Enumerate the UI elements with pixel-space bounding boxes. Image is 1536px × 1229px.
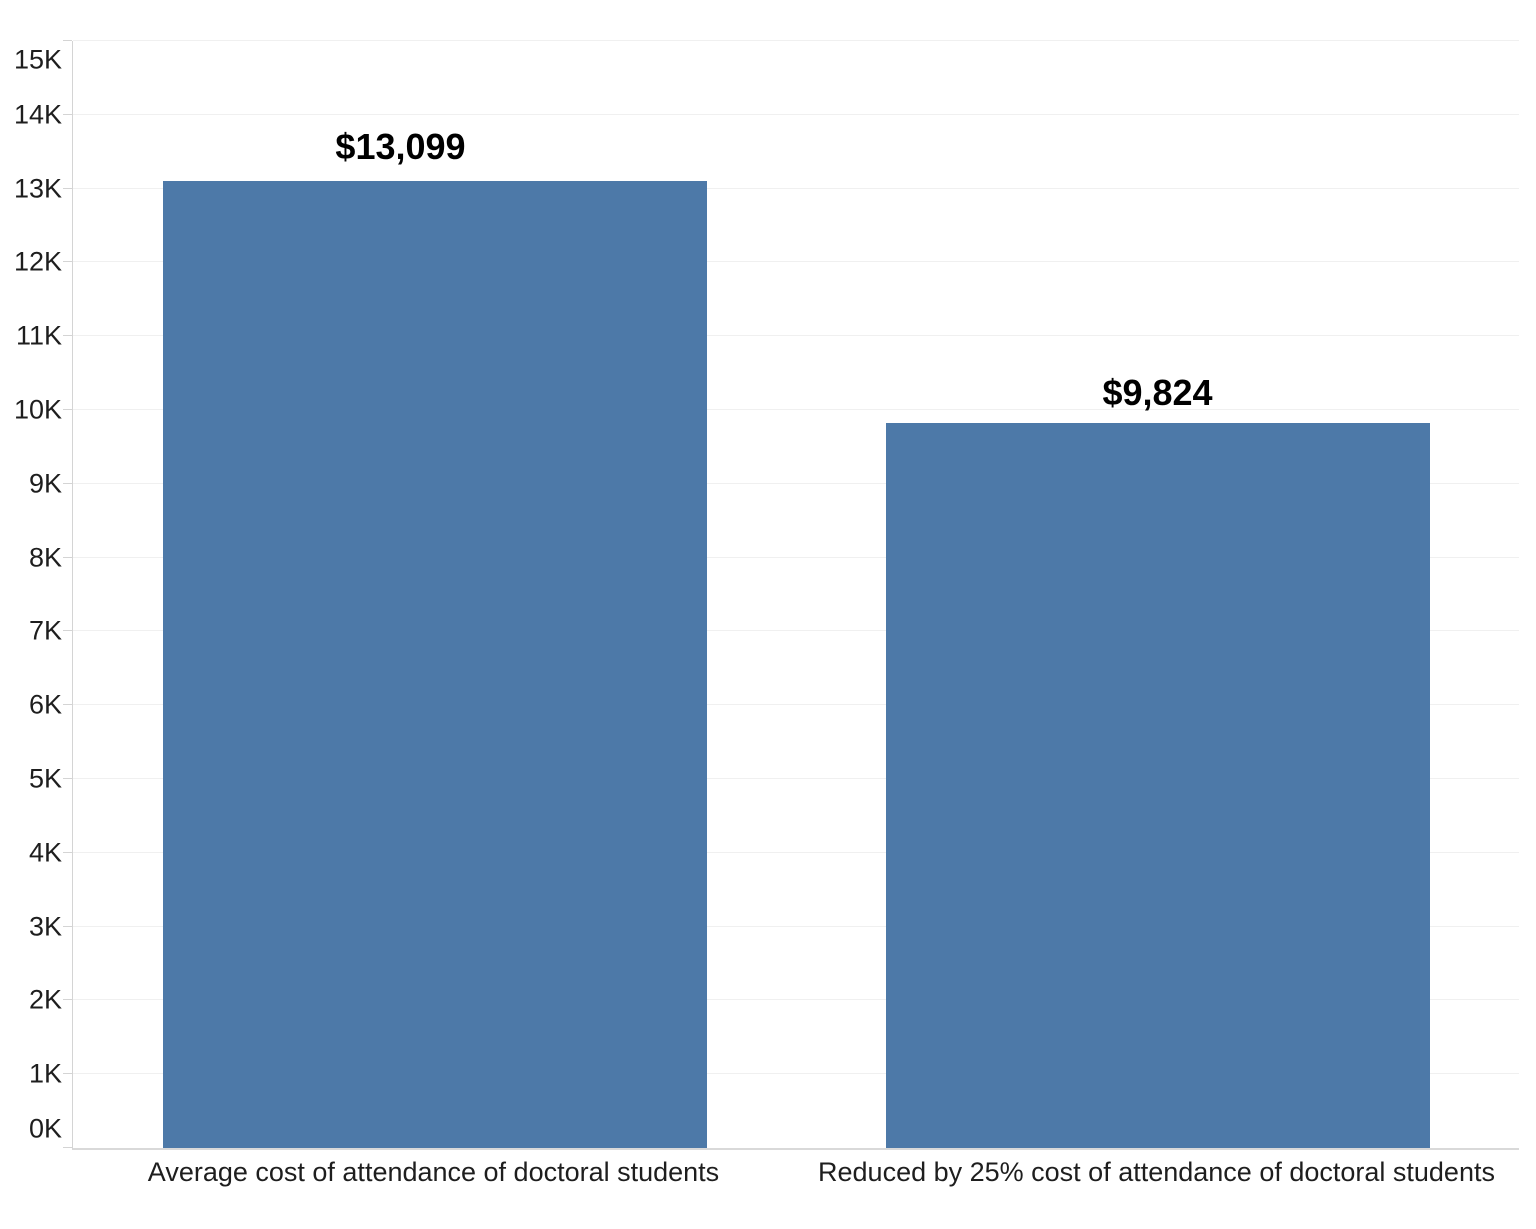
gridline [73,113,1519,115]
y-tick-mark [63,704,72,706]
y-tick-mark [63,851,72,853]
y-tick-label: 14K [13,99,62,130]
gridline [73,1073,1519,1075]
y-tick-mark [63,335,72,337]
y-tick-label: 15K [13,44,62,75]
y-tick-mark [63,113,72,115]
y-tick-mark [63,999,72,1001]
plot-area [72,40,1519,1150]
gridline [73,778,1519,779]
y-tick-mark [63,556,72,558]
y-tick-mark [63,778,72,779]
bar[interactable] [885,422,1430,1148]
y-tick-label: 2K [28,984,62,1015]
gridline [73,630,1519,632]
y-tick-label: 8K [28,542,62,573]
y-tick-mark [63,482,72,484]
y-tick-mark [63,1073,72,1075]
y-tick-label: 5K [28,763,62,794]
y-tick-label: 1K [28,1058,62,1089]
gridline [73,704,1519,706]
y-tick-label: 13K [13,173,62,204]
gridline [73,40,1519,41]
gridline [73,335,1519,337]
gridline [73,482,1519,484]
gridline [73,925,1519,927]
bar-value-label: $13,099 [335,126,466,168]
y-tick-label: 11K [15,320,62,351]
y-tick-label: 12K [13,246,62,277]
gridline [73,999,1519,1001]
y-tick-label: 4K [28,837,62,868]
y-tick-label: 9K [28,468,62,499]
gridline [73,187,1519,189]
y-tick-label: 10K [13,394,62,425]
gridline [73,261,1519,263]
bar-value-label: $9,824 [1102,371,1213,413]
gridline [73,556,1519,558]
y-tick-mark [63,925,72,927]
y-tick-mark [63,1147,72,1148]
x-category-label: Reduced by 25% cost of attendance of doc… [818,1157,1495,1187]
x-category-label: Average cost of attendance of doctoral s… [147,1157,720,1187]
bar[interactable] [162,181,707,1148]
y-tick-mark [63,409,72,410]
y-tick-label: 0K [28,1113,62,1144]
y-tick-mark [63,630,72,632]
y-tick-mark [63,40,72,41]
y-tick-label: 6K [28,689,62,720]
y-tick-label: 3K [28,911,62,942]
gridline [73,851,1519,853]
y-tick-mark [63,187,72,189]
y-tick-mark [63,261,72,263]
gridline [73,409,1519,410]
y-tick-label: 7K [28,615,62,646]
